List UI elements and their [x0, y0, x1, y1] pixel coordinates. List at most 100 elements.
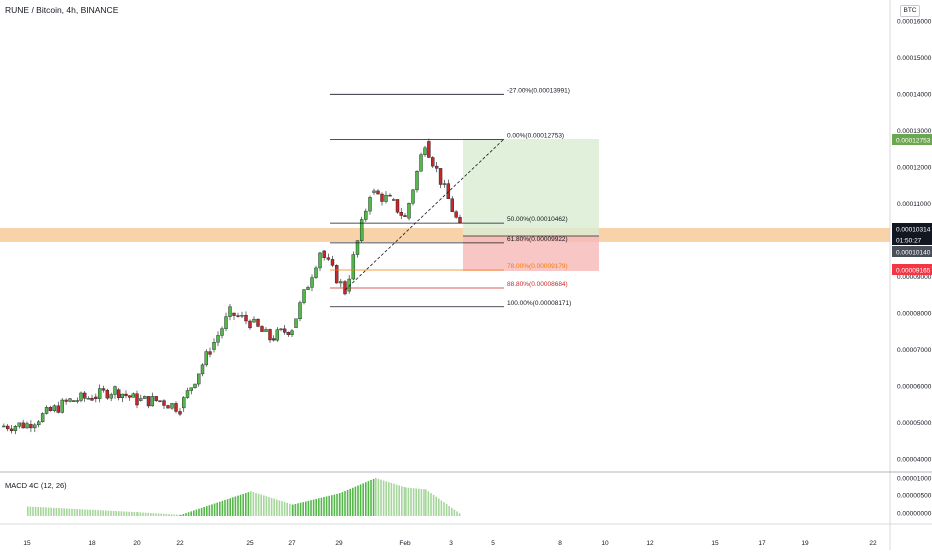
candle-body — [244, 315, 248, 322]
macd-bar — [273, 498, 275, 516]
macd-bar — [206, 506, 208, 516]
macd-bar — [84, 509, 86, 516]
macd-bar — [375, 478, 377, 516]
candle-body — [68, 398, 72, 402]
fib-level-label: 61.80%(0.00009922) — [507, 236, 568, 243]
macd-bar — [247, 492, 250, 516]
macd-bar — [123, 511, 125, 516]
candle-body — [268, 329, 272, 341]
price-tag-text: 0.00010314 — [896, 227, 931, 234]
time-label: 22 — [176, 540, 184, 547]
macd-bar — [372, 478, 375, 516]
macd-bar — [344, 491, 346, 516]
candle-body — [368, 197, 372, 212]
candle-body — [150, 396, 155, 407]
macd-bar — [403, 487, 406, 516]
candle-body — [240, 315, 244, 317]
macd-bar — [432, 494, 435, 516]
macd-bar — [203, 506, 205, 516]
time-label: 12 — [646, 540, 654, 547]
macd-bar — [425, 489, 427, 516]
candle-body — [322, 250, 326, 258]
target-zone[interactable] — [463, 139, 599, 236]
time-label: 20 — [133, 540, 141, 547]
macd-bar — [142, 512, 144, 516]
time-label: Feb — [399, 540, 411, 547]
fibonacci-retracement[interactable]: -27.00%(0.00013991) 0.00%(0.00012753) 50.0… — [330, 87, 571, 308]
candle-body — [334, 265, 339, 284]
candle-body — [330, 259, 335, 266]
macd-axis-label: 0.00001000 — [897, 476, 932, 483]
candle-body — [120, 393, 125, 398]
macd-bar — [362, 483, 364, 516]
macd-bar — [50, 507, 52, 516]
candle-body — [189, 387, 193, 391]
price-label: 0.00012000 — [897, 165, 932, 172]
candle-body — [97, 388, 102, 399]
candle-body — [339, 281, 343, 284]
macd-bar — [268, 497, 270, 516]
fib-level-label: -27.00%(0.00013991) — [507, 87, 570, 94]
candle-body — [139, 398, 143, 401]
candle-body — [355, 240, 360, 255]
candle-body — [388, 194, 392, 197]
candle-body — [200, 364, 205, 375]
macd-bar — [118, 511, 120, 516]
highlight-zone[interactable] — [0, 228, 890, 242]
candle-body — [90, 397, 94, 401]
macd-bar — [125, 511, 128, 516]
candle-body — [37, 421, 41, 426]
macd-bar — [173, 514, 175, 516]
macd-bar — [398, 485, 400, 516]
candle-body — [458, 217, 462, 224]
macd-bar — [325, 496, 328, 516]
time-axis[interactable]: 15 18 20 22 25 27 29 Feb 3 5 8 10 12 15 17 19 22 — [23, 540, 877, 547]
macd-bar — [219, 501, 221, 516]
fib-level-label: 100.00%(0.00008171) — [507, 300, 571, 307]
time-label: 17 — [758, 540, 766, 547]
fib-trend-line[interactable] — [344, 138, 505, 291]
stop-zone[interactable] — [463, 236, 599, 271]
macd-bar — [34, 506, 37, 516]
candle-body — [372, 190, 376, 193]
macd-bar — [144, 512, 147, 516]
price-label: 0.00006000 — [897, 384, 932, 391]
price-label: 0.00013000 — [897, 128, 932, 135]
candle-body — [282, 328, 287, 333]
macd-bar — [359, 484, 362, 516]
macd-bar — [73, 508, 76, 516]
macd-bar — [377, 478, 380, 516]
candle-body — [208, 351, 212, 355]
candle-body — [271, 338, 276, 341]
macd-bar — [229, 498, 231, 516]
candle-body — [94, 396, 98, 399]
macd-bar — [45, 507, 47, 516]
candle-body — [279, 328, 283, 331]
price-label: 0.00014000 — [897, 92, 932, 99]
price-tag-text: 01:50:27 — [896, 238, 922, 245]
currency-badge[interactable]: BTC — [900, 5, 920, 17]
macd-bar — [370, 480, 372, 516]
candle-body — [29, 424, 33, 429]
time-label: 10 — [601, 540, 609, 547]
macd-bar — [339, 493, 341, 516]
candle-body — [170, 403, 174, 409]
macd-bar — [94, 510, 97, 516]
macd-bar — [63, 508, 65, 516]
macd-title[interactable]: MACD 4C (12, 26) — [5, 481, 67, 490]
symbol-title[interactable]: RUNE / Bitcoin, 4h, BINANCE — [5, 5, 119, 15]
candle-body — [395, 199, 400, 213]
time-label: 5 — [491, 540, 495, 547]
candle-body — [407, 203, 411, 219]
macd-bar — [323, 497, 325, 516]
macd-bar — [160, 513, 162, 516]
macd-bar — [242, 493, 244, 516]
price-tag-bg — [892, 264, 932, 275]
macd-bar — [213, 503, 216, 516]
candle-body — [431, 157, 435, 167]
time-label: 19 — [801, 540, 809, 547]
macd-bar — [289, 503, 291, 516]
macd-bar — [239, 494, 242, 516]
